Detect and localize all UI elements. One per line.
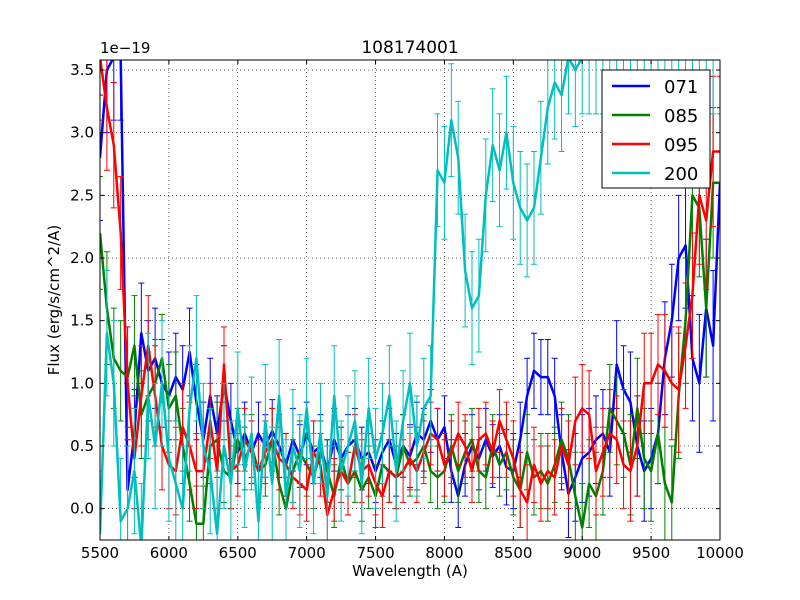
x-tick-label: 10000	[696, 544, 744, 562]
legend-label-085: 085	[664, 106, 698, 127]
x-tick-label: 6000	[150, 544, 188, 562]
y-axis-label: Flux (erg/s/cm^2/A)	[45, 225, 63, 376]
x-tick-label: 7500	[356, 544, 394, 562]
legend: 071 085 095 200	[601, 69, 711, 189]
y-tick-label: 1.0	[70, 374, 94, 392]
ticks: 5500 6000 6500 7000 7500 8000 8500 9000 9500 1000…	[70, 60, 744, 562]
x-tick-label: 6500	[219, 544, 257, 562]
legend-label-071: 071	[664, 77, 698, 98]
legend-label-095: 095	[664, 135, 698, 156]
x-tick-label: 8000	[425, 544, 463, 562]
x-tick-label: 5500	[81, 544, 119, 562]
x-axis-label: Wavelength (A)	[352, 562, 468, 580]
legend-box	[601, 69, 711, 189]
y-offset-text: 1e−19	[100, 39, 150, 57]
y-tick-label: 0.0	[70, 500, 94, 518]
x-tick-label: 8500	[494, 544, 532, 562]
x-tick-label: 9000	[563, 544, 601, 562]
x-tick-label: 9500	[632, 544, 670, 562]
chart-title: 108174001	[361, 38, 458, 58]
y-tick-label: 0.5	[70, 437, 94, 455]
y-tick-label: 1.5	[70, 312, 94, 330]
y-tick-label: 3.5	[70, 61, 94, 79]
y-tick-label: 2.5	[70, 186, 94, 204]
y-tick-label: 2.0	[70, 249, 94, 267]
series-layer	[100, 60, 720, 540]
series-line-200	[100, 60, 583, 540]
legend-label-200: 200	[664, 164, 698, 185]
plot-frame	[99, 59, 721, 541]
x-tick-label: 7000	[288, 544, 326, 562]
y-tick-label: 3.0	[70, 124, 94, 142]
